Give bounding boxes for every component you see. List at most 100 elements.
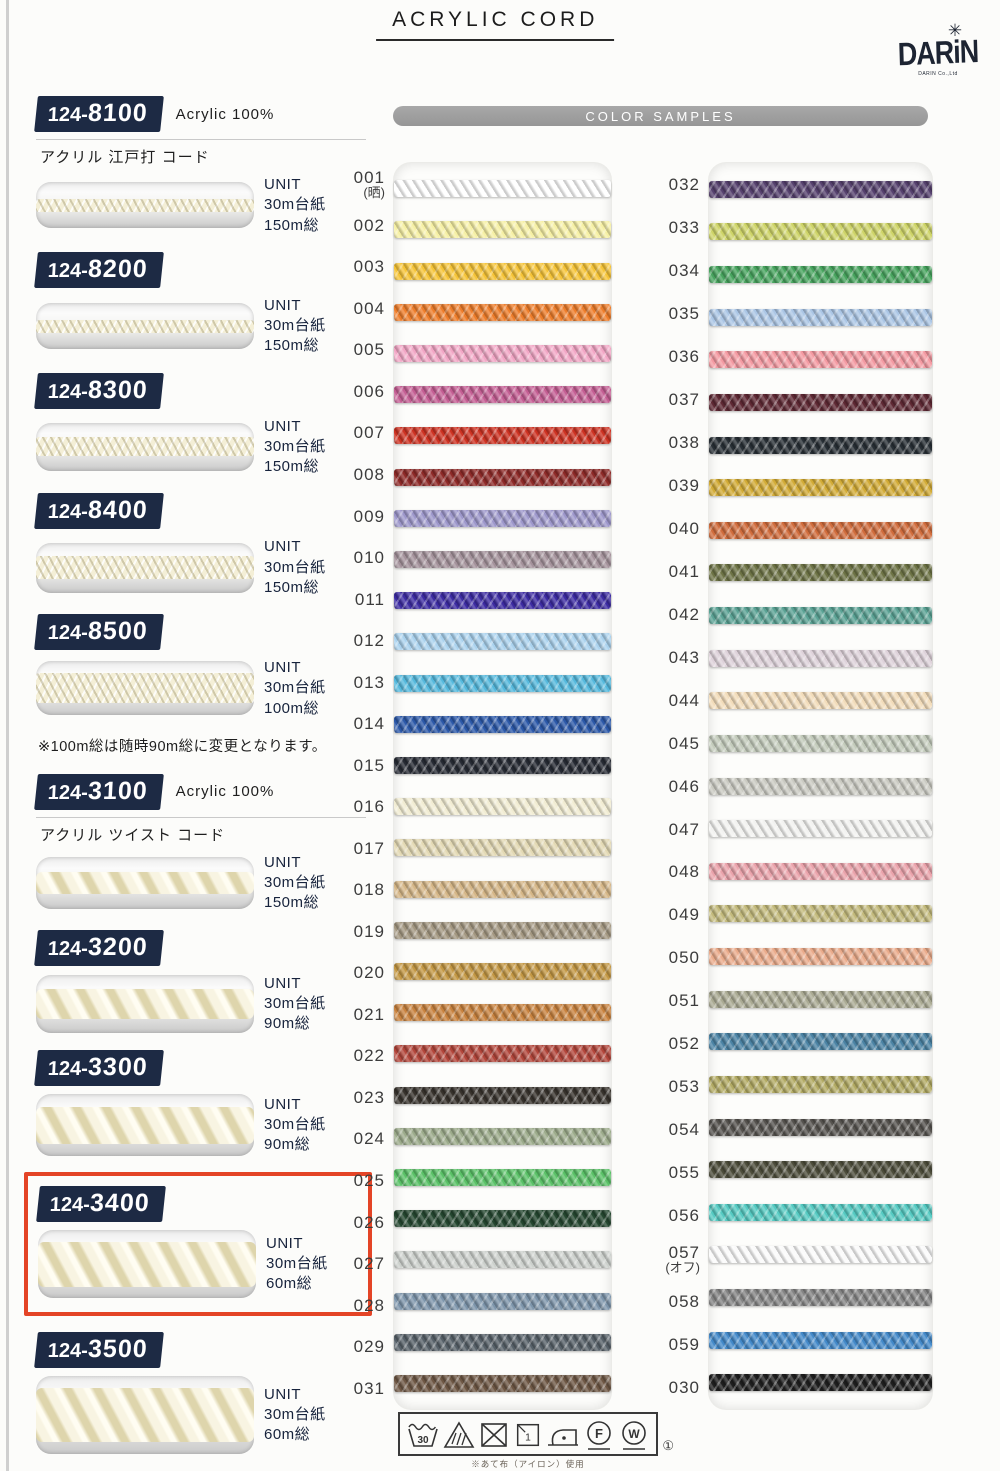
color-sample-row bbox=[394, 1280, 611, 1321]
color-sample-row bbox=[709, 1276, 932, 1319]
color-sample-card bbox=[394, 163, 611, 1409]
color-sample-cord-004 bbox=[394, 303, 611, 321]
unit-line2: 90m総 bbox=[264, 1015, 311, 1032]
color-number-label-049: 049 bbox=[668, 905, 700, 925]
unit-line2: 150m総 bbox=[264, 578, 320, 596]
unit-info: UNIT 30m台紙 150m総 bbox=[264, 537, 326, 598]
color-number-label-030: 030 bbox=[668, 1378, 700, 1398]
color-sample-cord-022 bbox=[394, 1045, 611, 1063]
footnote-mark: ① bbox=[662, 1438, 674, 1453]
color-sample-row bbox=[394, 539, 611, 580]
color-sample-row bbox=[709, 339, 932, 382]
logo-text: DARiN bbox=[897, 33, 979, 73]
unit-info: UNIT 30m台紙 150m総 bbox=[264, 417, 326, 478]
color-sample-cord-059 bbox=[709, 1331, 932, 1349]
color-number-label-023: 023 bbox=[353, 1087, 385, 1107]
cord-image bbox=[36, 673, 254, 704]
color-sample-row bbox=[394, 333, 611, 374]
color-number-label-050: 050 bbox=[668, 948, 700, 968]
color-sample-cord-009 bbox=[394, 509, 611, 527]
color-number-label-034: 034 bbox=[668, 260, 700, 280]
color-sample-cord-014 bbox=[394, 715, 611, 733]
color-note: (晒) bbox=[363, 184, 385, 200]
product-block-124-3200: 124-3200 UNIT 30m台紙 90m総 bbox=[34, 929, 366, 1035]
product-subtitle: アクリル ツイスト コード bbox=[40, 826, 226, 844]
unit-line2: 100m総 bbox=[264, 699, 320, 717]
product-code-badge: 124-3400 bbox=[36, 1186, 166, 1223]
color-sample-row bbox=[394, 498, 611, 539]
color-number-label-052: 052 bbox=[668, 1034, 700, 1054]
color-number-label-006: 006 bbox=[353, 381, 385, 401]
cord-sample-photo bbox=[36, 857, 254, 910]
color-sample-row bbox=[709, 168, 932, 211]
product-block-124-3500: 124-3500 UNIT 30m台紙 60m総 bbox=[34, 1332, 366, 1455]
unit-info: UNIT 30m台紙 60m総 bbox=[264, 1385, 326, 1446]
product-block-124-8400: 124-8400 UNIT 30m台紙 150m総 bbox=[34, 493, 366, 598]
color-sample-row bbox=[709, 893, 932, 936]
color-sample-row bbox=[394, 662, 611, 703]
color-samples-right-column: 032 033 034 035 036 037 038 039 040 041 … bbox=[652, 163, 932, 1409]
color-sample-row bbox=[709, 1191, 932, 1234]
color-sample-cord-036 bbox=[709, 351, 932, 369]
color-sample-row bbox=[709, 552, 932, 595]
unit-line1: 30m台紙 bbox=[264, 994, 326, 1012]
color-sample-row bbox=[709, 978, 932, 1021]
color-sample-row bbox=[709, 594, 932, 637]
cord-sample-photo bbox=[38, 1230, 256, 1299]
unit-info: UNIT 30m台紙 90m総 bbox=[264, 974, 326, 1035]
color-sample-cord-041 bbox=[709, 564, 932, 582]
color-sample-row bbox=[394, 250, 611, 291]
color-sample-row bbox=[394, 745, 611, 786]
color-number-label-002: 002 bbox=[353, 215, 385, 235]
color-number-label-040: 040 bbox=[668, 518, 700, 538]
color-number-label-027: 027 bbox=[353, 1254, 385, 1274]
cord-image bbox=[36, 872, 254, 895]
svg-text:W: W bbox=[628, 1427, 640, 1441]
color-number-label-032: 032 bbox=[668, 174, 700, 194]
color-number-label-031: 031 bbox=[353, 1378, 385, 1398]
cord-sample-photo bbox=[36, 422, 254, 471]
color-sample-row bbox=[709, 1021, 932, 1064]
color-sample-cord-025 bbox=[394, 1168, 611, 1186]
unit-line1: 30m台紙 bbox=[264, 437, 326, 455]
color-number-label-059: 059 bbox=[668, 1335, 700, 1355]
color-number-label-045: 045 bbox=[668, 733, 700, 753]
color-sample-cord-049 bbox=[709, 905, 932, 923]
color-sample-row bbox=[394, 168, 611, 209]
color-sample-cord-027 bbox=[394, 1251, 611, 1269]
color-sample-row bbox=[709, 1362, 932, 1405]
unit-line1: 30m台紙 bbox=[264, 196, 326, 214]
do-not-tumble-dry-icon bbox=[481, 1423, 507, 1447]
color-sample-row bbox=[394, 704, 611, 745]
unit-label: UNIT bbox=[264, 538, 301, 556]
wash-30-icon: 30 bbox=[408, 1423, 438, 1447]
color-sample-cord-015 bbox=[394, 756, 611, 774]
unit-line2: 90m総 bbox=[264, 1136, 311, 1154]
cord-image bbox=[36, 198, 254, 212]
unit-line2: 150m総 bbox=[264, 337, 320, 355]
iron-icon bbox=[548, 1429, 578, 1446]
color-sample-cord-043 bbox=[709, 649, 932, 667]
cord-image bbox=[36, 437, 254, 457]
color-sample-row bbox=[709, 935, 932, 978]
color-sample-cord-057 bbox=[709, 1246, 932, 1264]
unit-line1: 30m台紙 bbox=[264, 1116, 326, 1134]
cord-image bbox=[36, 556, 254, 580]
color-sample-cord-033 bbox=[709, 223, 932, 241]
color-sample-row bbox=[394, 827, 611, 868]
unit-line1: 30m台紙 bbox=[266, 1255, 328, 1273]
product-subtitle: アクリル 江戸打 コード bbox=[40, 149, 210, 166]
unit-label: UNIT bbox=[264, 853, 301, 871]
cord-sample-photo bbox=[36, 542, 254, 593]
color-number-label-014: 014 bbox=[353, 714, 385, 734]
dryclean-F-icon: F bbox=[587, 1421, 611, 1450]
color-sample-row bbox=[709, 722, 932, 765]
color-sample-row bbox=[709, 680, 932, 723]
color-sample-row bbox=[394, 292, 611, 333]
unit-info: UNIT 30m台紙 100m総 bbox=[264, 658, 326, 719]
color-note: (オフ) bbox=[665, 1259, 700, 1275]
product-code-badge: 124-3100 bbox=[34, 773, 164, 810]
color-number-label-041: 041 bbox=[668, 561, 700, 581]
color-number-label-053: 053 bbox=[668, 1077, 700, 1097]
product-group-3000: 124-3100 Acrylic 100% アクリル ツイスト コード UNIT… bbox=[24, 773, 372, 1455]
